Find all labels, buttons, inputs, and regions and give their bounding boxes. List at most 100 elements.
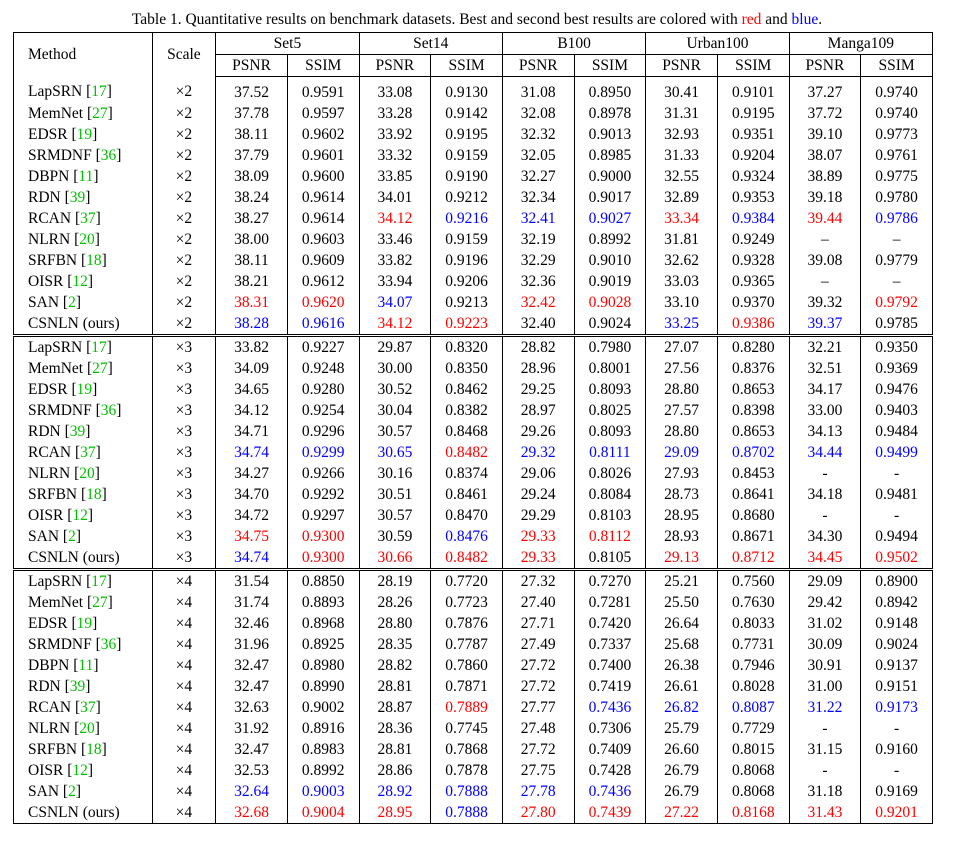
ssim-cell: 0.9609: [286, 250, 360, 271]
citation-link[interactable]: 36: [100, 146, 117, 164]
psnr-cell: 31.22: [788, 697, 861, 718]
citation-link[interactable]: 11: [78, 167, 94, 185]
psnr-cell: 34.17: [788, 379, 861, 400]
citation-link[interactable]: 20: [79, 230, 95, 248]
psnr-cell: 31.33: [645, 145, 718, 166]
ssim-cell: 0.9196: [430, 250, 503, 271]
psnr-cell: 27.78: [501, 781, 575, 802]
citation-link[interactable]: 11: [78, 656, 94, 674]
psnr-cell: 27.07: [645, 334, 718, 358]
citation-link[interactable]: 36: [100, 401, 117, 419]
ssim-cell: 0.8671: [716, 526, 790, 547]
scale-cell: ×3: [151, 463, 216, 484]
citation-link[interactable]: 18: [86, 251, 102, 269]
ssim-cell: 0.8680: [716, 505, 790, 526]
ssim-cell: 0.8950: [573, 76, 646, 103]
citation-link[interactable]: 2: [68, 293, 76, 311]
psnr-cell: 37.72: [788, 103, 861, 124]
ssim-cell: 0.7720: [430, 568, 503, 592]
method-cell: SRMDNF [36]: [13, 145, 153, 166]
citation-link[interactable]: 19: [76, 125, 93, 143]
psnr-cell: 38.00: [215, 229, 288, 250]
citation-link[interactable]: 2: [68, 527, 76, 545]
method-cell: OISR [12]: [13, 505, 153, 526]
psnr-cell: 29.42: [788, 592, 861, 613]
psnr-cell: 26.61: [645, 676, 718, 697]
ssim-cell: 0.8461: [430, 484, 503, 505]
method-cell: SRMDNF [36]: [13, 400, 153, 421]
psnr-cell: 26.38: [645, 655, 718, 676]
citation-link[interactable]: 19: [76, 614, 93, 632]
citation-link[interactable]: 37: [80, 698, 96, 716]
method-name: EDSR: [28, 614, 68, 632]
psnr-cell: 34.18: [788, 484, 861, 505]
psnr-cell: 37.52: [215, 76, 288, 103]
ssim-cell: 0.9266: [286, 463, 360, 484]
ssim-cell: 0.9151: [860, 676, 933, 697]
psnr-cell: 30.41: [645, 76, 718, 103]
ssim-cell: 0.8942: [860, 592, 933, 613]
psnr-cell: 34.07: [358, 292, 431, 313]
ssim-cell: 0.9190: [430, 166, 503, 187]
psnr-cell: 26.79: [645, 760, 718, 781]
scale-header: Scale: [151, 32, 216, 77]
citation-link[interactable]: 37: [80, 443, 96, 461]
psnr-cell: 34.12: [358, 208, 431, 229]
citation-link[interactable]: 27: [92, 104, 108, 122]
psnr-cell: 29.24: [501, 484, 575, 505]
ssim-cell: 0.9740: [860, 103, 933, 124]
psnr-cell: 29.09: [788, 568, 861, 592]
citation-link[interactable]: 19: [76, 380, 93, 398]
citation-link[interactable]: 2: [68, 782, 76, 800]
ssim-cell: 0.9297: [286, 505, 360, 526]
ssim-cell: –: [860, 229, 933, 250]
citation-link[interactable]: 12: [72, 272, 88, 290]
citation-link[interactable]: 17: [91, 338, 107, 356]
method-cell: RDN [39]: [13, 421, 153, 442]
citation-link[interactable]: 39: [69, 188, 86, 206]
dataset-header-b100: B100: [501, 32, 646, 55]
ssim-cell: 0.9173: [860, 697, 933, 718]
psnr-cell: 34.45: [788, 547, 861, 570]
scale-cell: ×3: [151, 484, 216, 505]
citation-link[interactable]: 17: [91, 83, 107, 101]
scale-cell: ×4: [151, 613, 216, 634]
psnr-cell: 33.32: [358, 145, 431, 166]
method-cell: NLRN [20]: [13, 229, 153, 250]
psnr-cell: 32.32: [501, 124, 575, 145]
table-row: OISR [12] ×4 32.53 0.8992 28.86 0.7878 27.75 0.…: [13, 760, 933, 781]
psnr-cell: 38.11: [215, 250, 288, 271]
ssim-cell: 0.7436: [573, 781, 646, 802]
ssim-cell: 0.9254: [286, 400, 360, 421]
psnr-cell: 27.48: [501, 718, 575, 739]
psnr-cell: 31.96: [215, 634, 288, 655]
ssim-cell: 0.9403: [860, 400, 933, 421]
method-cell: SRFBN [18]: [13, 250, 153, 271]
method-cell: SAN [2]: [13, 292, 153, 313]
psnr-cell: 34.09: [215, 358, 288, 379]
citation-link[interactable]: 20: [79, 464, 95, 482]
citation-link[interactable]: 39: [69, 677, 86, 695]
ssim-cell: 0.9292: [286, 484, 360, 505]
citation-link[interactable]: 27: [92, 593, 108, 611]
citation-link[interactable]: 12: [72, 761, 88, 779]
psnr-cell: 33.25: [645, 313, 718, 336]
citation-link[interactable]: 20: [79, 719, 95, 737]
psnr-cell: 38.09: [215, 166, 288, 187]
citation-link[interactable]: 18: [86, 740, 102, 758]
dataset-header-urban100: Urban100: [645, 32, 790, 55]
method-name: DBPN: [28, 656, 70, 674]
citation-link[interactable]: 18: [86, 485, 102, 503]
ssim-cell: 0.9010: [573, 250, 646, 271]
citation-link[interactable]: 27: [92, 359, 108, 377]
ssim-cell: 0.9027: [573, 208, 646, 229]
psnr-cell: 33.82: [215, 334, 288, 358]
citation-link[interactable]: 12: [72, 506, 88, 524]
citation-link[interactable]: 36: [100, 635, 117, 653]
metric-header-psnr: PSNR: [501, 54, 575, 77]
citation-link[interactable]: 39: [69, 422, 86, 440]
citation-link[interactable]: 17: [91, 572, 107, 590]
citation-link[interactable]: 37: [80, 209, 96, 227]
psnr-cell: 28.87: [358, 697, 431, 718]
metric-header-psnr: PSNR: [788, 54, 861, 77]
